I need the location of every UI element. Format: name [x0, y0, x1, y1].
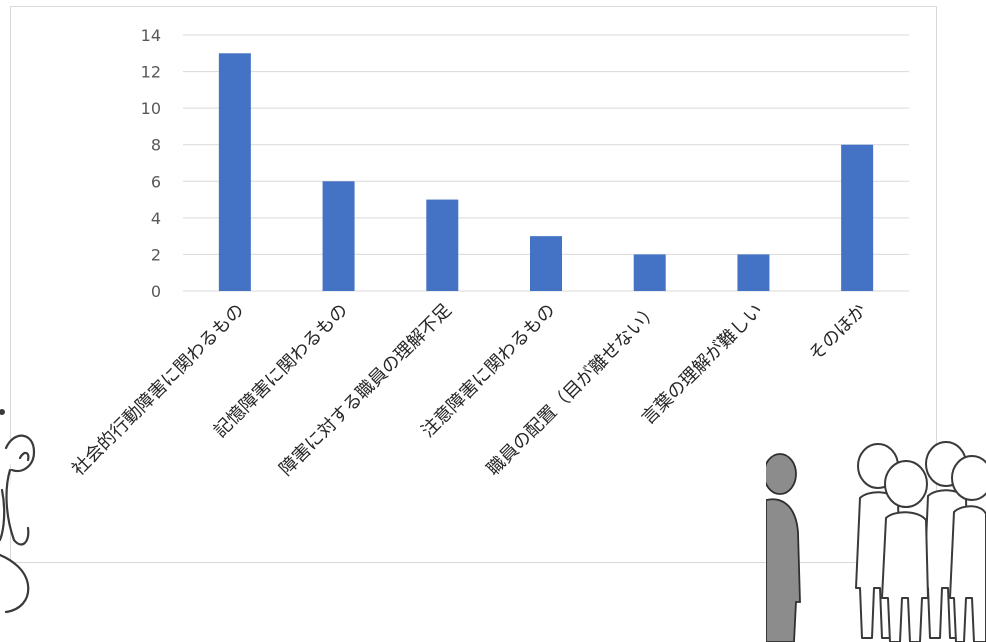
x-category-label: 職員の配置（目が離せない）	[483, 300, 663, 480]
bar-chart: 02468101214社会的行動障害に関わるもの記憶障害に関わるもの障害に対する…	[68, 26, 909, 480]
y-tick-label: 14	[141, 26, 161, 45]
y-tick-label: 0	[151, 282, 161, 301]
y-tick-label: 10	[141, 99, 161, 118]
y-tick-label: 8	[151, 136, 161, 155]
y-tick-label: 12	[141, 63, 161, 82]
x-category-label: そのほか	[805, 300, 871, 366]
bar	[322, 181, 355, 291]
chart-frame: 0 2 4 6 8 10 12 14 社会的行動障害に関わるもの 記憶障害に関わるもの 障害に対する…	[10, 6, 937, 563]
bar	[737, 254, 770, 291]
x-category-label: 障害に対する職員の理解不足	[276, 300, 456, 480]
y-tick-label: 4	[151, 209, 161, 228]
bar	[633, 254, 666, 291]
y-tick-label: 2	[151, 245, 161, 264]
person-raising-hand-icon	[0, 409, 36, 614]
x-category-label: 社会的行動障害に関わるもの	[68, 300, 248, 480]
gray-person-icon	[766, 453, 801, 642]
bar	[530, 236, 562, 291]
bar	[841, 144, 874, 291]
y-tick-label: 6	[151, 172, 161, 191]
bar	[218, 53, 251, 292]
crowd-of-people-icon	[855, 441, 986, 642]
bar	[426, 199, 459, 291]
